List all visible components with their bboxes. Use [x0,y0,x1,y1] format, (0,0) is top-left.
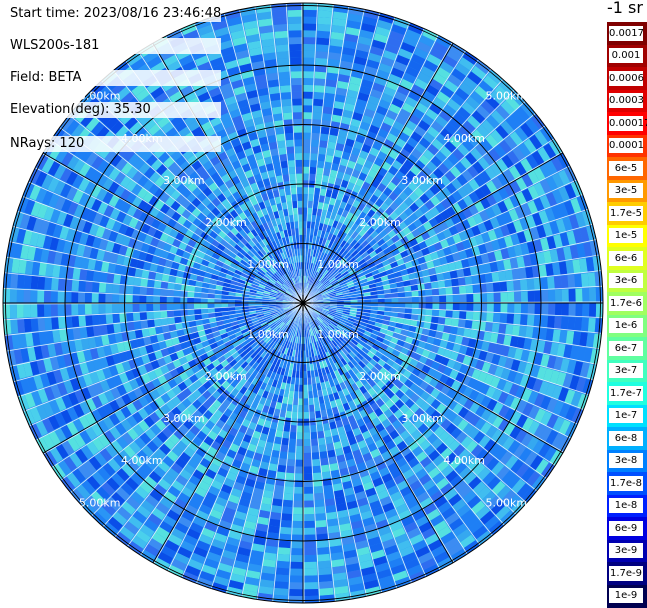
colorbar-tick-label: 0.0006 [609,71,643,86]
device-label: WLS200s-181 [10,38,221,54]
range-ring-label: 2.00km [205,216,247,229]
start-time-label: Start time: 2023/08/16 23:46:48 [10,6,221,22]
colorbar-segment: 0.0006 [607,67,647,90]
colorbar-segment: 1e-7 [607,405,647,428]
colorbar-segment: 6e-9 [607,517,647,540]
colorbar-segment: 1e-8 [607,495,647,518]
range-ring-label: 4.00km [443,454,485,467]
range-ring-label: 4.00km [121,454,163,467]
colorbar-segment: 0.0003 [607,90,647,113]
range-ring-label: 1.00km [247,258,289,271]
colorbar-segment: 3e-8 [607,450,647,473]
elevation-label: Elevation(deg): 35.30 [10,102,221,118]
colorbar-unit-label: -1 sr [607,0,643,17]
colorbar-tick-label: 3e-8 [609,453,643,468]
field-label: Field: BETA [10,70,221,86]
colorbar-segment: 1.7e-8 [607,472,647,495]
colorbar-segment: 1.7e-9 [607,562,647,585]
colorbar-segment: 0.001 [607,45,647,68]
colorbar-tick-label: 1e-6 [609,318,643,333]
range-ring-label: 3.00km [163,174,205,187]
colorbar-tick-label: 1.7e-5 [609,206,643,221]
scan-info-panel: Start time: 2023/08/16 23:46:48 WLS200s-… [10,6,221,152]
nrays-label: NRays: 120 [10,136,221,152]
colorbar-tick-label: 1.7e-7 [609,386,643,401]
colorbar-tick-label: 3e-7 [609,363,643,378]
colorbar-tick-label: 1e-9 [609,588,643,603]
range-ring-label: 5.00km [79,496,121,509]
colorbar-segment: 3e-9 [607,540,647,563]
colorbar-tick-label: 0.00017 [609,116,643,131]
range-ring-label: 1.00km [317,328,359,341]
colorbar-tick-label: 1e-5 [609,228,643,243]
colorbar-segment: 0.0001 [607,135,647,158]
colorbar-tick-label: 1.7e-9 [609,566,643,581]
colorbar-tick-label: 0.001 [609,48,643,63]
colorbar-tick-label: 6e-7 [609,341,643,356]
range-ring-label: 2.00km [205,370,247,383]
range-ring-label: 1.00km [317,258,359,271]
colorbar-tick-label: 3e-5 [609,183,643,198]
colorbar-segment: 1e-6 [607,315,647,338]
colorbar-tick-label: 0.0003 [609,93,643,108]
colorbar-tick-label: 1.7e-6 [609,296,643,311]
colorbar-tick-label: 1.7e-8 [609,476,643,491]
colorbar-segment: 6e-5 [607,157,647,180]
colorbar-tick-label: 3e-9 [609,543,643,558]
range-ring-label: 3.00km [163,412,205,425]
range-ring-label: 3.00km [401,174,443,187]
range-ring-label: 2.00km [359,216,401,229]
colorbar-tick-label: 0.0017 [609,26,643,41]
colorbar-segment: 6e-6 [607,247,647,270]
colorbar-tick-label: 3e-6 [609,273,643,288]
range-ring-label: 5.00km [486,90,528,103]
colorbar-segment: 1.7e-5 [607,202,647,225]
range-ring-label: 1.00km [247,328,289,341]
range-ring-label: 3.00km [401,412,443,425]
colorbar-segment: 1.7e-6 [607,292,647,315]
colorbar-segment: 3e-7 [607,360,647,383]
colorbar-segment: 3e-6 [607,270,647,293]
colorbar: 0.0017 0.001 0.0006 0.0003 0.00017 0.0001 6e-5… [607,22,647,607]
colorbar-tick-label: 6e-6 [609,251,643,266]
colorbar-segment: 0.0017 [607,22,647,45]
colorbar-segment: 1e-5 [607,225,647,248]
range-ring-label: 2.00km [359,370,401,383]
colorbar-segment: 1.7e-7 [607,382,647,405]
colorbar-tick-label: 1e-8 [609,498,643,513]
colorbar-segment: 6e-7 [607,337,647,360]
colorbar-segment: 0.00017 [607,112,647,135]
colorbar-segment: 6e-8 [607,427,647,450]
colorbar-segment: 1e-9 [607,585,647,608]
colorbar-tick-label: 6e-5 [609,161,643,176]
colorbar-tick-label: 0.0001 [609,138,643,153]
colorbar-tick-label: 6e-8 [609,431,643,446]
colorbar-segment: 3e-5 [607,180,647,203]
colorbar-tick-label: 1e-7 [609,408,643,423]
range-ring-label: 5.00km [486,496,528,509]
range-ring-label: 4.00km [443,132,485,145]
colorbar-tick-label: 6e-9 [609,521,643,536]
